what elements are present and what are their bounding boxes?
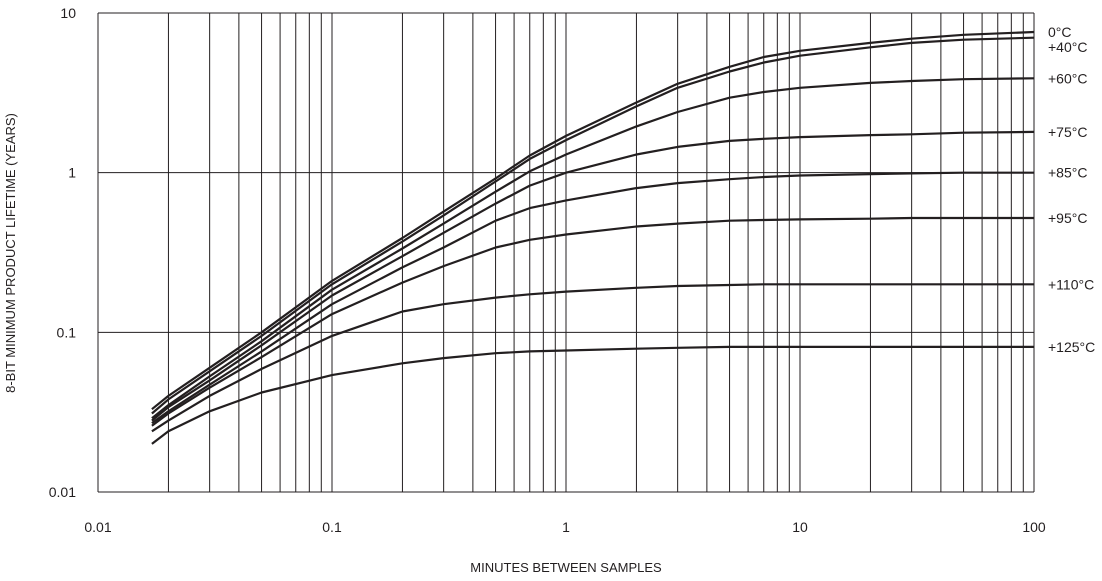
series-line — [151, 283, 1034, 433]
series-label: +40°C — [1048, 39, 1087, 55]
x-tick-label: 10 — [792, 519, 808, 535]
series-label: +60°C — [1048, 70, 1087, 86]
y-tick-label: 0.1 — [57, 324, 77, 340]
series-label: +75°C — [1048, 124, 1087, 140]
x-tick-label: 1 — [562, 519, 570, 535]
x-tick-label: 0.01 — [84, 519, 111, 535]
series-line — [151, 216, 1034, 427]
series-line — [151, 171, 1034, 424]
series-label: +110°C — [1048, 276, 1094, 292]
series-label: 0°C — [1048, 24, 1072, 40]
series-label: +125°C — [1048, 339, 1095, 355]
series-line — [151, 36, 1035, 415]
y-axis-label: 8-BIT MINIMUM PRODUCT LIFETIME (YEARS) — [3, 113, 18, 393]
series-line — [151, 130, 1035, 422]
x-axis-ticks: 0.01 0.1 1 10 100 — [84, 519, 1046, 535]
y-tick-label: 10 — [60, 5, 76, 21]
x-tick-label: 100 — [1022, 519, 1046, 535]
x-tick-label: 0.1 — [322, 519, 342, 535]
series-line — [151, 30, 1035, 411]
series-label: +95°C — [1048, 210, 1087, 226]
series-labels: 0°C+40°C +60°C +75°C +85°C +95°C +110°C +125°C — [1048, 24, 1095, 355]
y-tick-label: 1 — [68, 165, 76, 181]
series-line — [151, 345, 1034, 445]
series-lines — [151, 30, 1035, 445]
grid — [97, 12, 1035, 493]
y-tick-label: 0.01 — [49, 484, 76, 500]
x-axis-label: MINUTES BETWEEN SAMPLES — [470, 560, 662, 575]
series-label: +85°C — [1048, 165, 1087, 181]
y-axis-ticks: 10 1 0.1 0.01 — [49, 5, 76, 500]
series-line — [151, 77, 1035, 420]
